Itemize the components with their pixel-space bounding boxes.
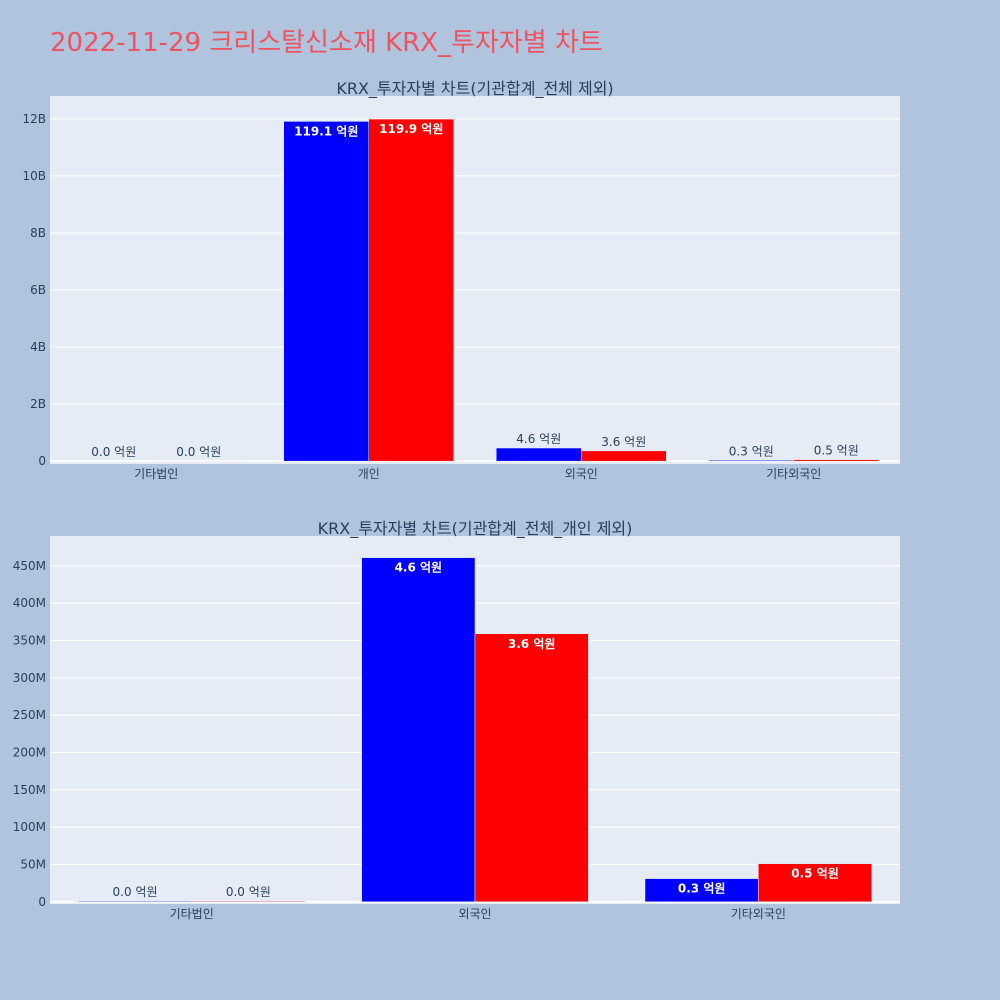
x-tick-label: 기타외국인 <box>766 467 821 481</box>
y-tick-label: 4B <box>30 340 46 354</box>
x-tick-label: 외국인 <box>565 467 598 481</box>
bar <box>793 459 879 462</box>
bar <box>496 447 582 462</box>
chart-2-svg: KRX_투자자별 차트(기관합계_전체_개인 제외) 0 50M 100M 150M 20… <box>13 519 900 921</box>
x-tick-label: 기타법인 <box>134 467 178 481</box>
y-tick-label: 0 <box>38 895 46 909</box>
plot-area <box>50 96 900 464</box>
y-tick-label: 0 <box>38 454 46 468</box>
data-label: 0.3 억원 <box>678 882 726 896</box>
y-tick-label: 6B <box>30 283 46 297</box>
data-label: 0.5 억원 <box>814 444 859 458</box>
y-tick-label: 10B <box>22 169 46 183</box>
bar <box>361 557 476 903</box>
y-tick-label: 450M <box>13 559 46 573</box>
data-label: 3.6 억원 <box>508 637 556 651</box>
data-label: 0.0 억원 <box>226 885 271 899</box>
bar <box>78 900 192 903</box>
data-label: 119.9 억원 <box>379 122 443 136</box>
page-title: 2022-11-29 크리스탈신소재 KRX_투자자별 차트 <box>50 28 603 58</box>
subplot-title: KRX_투자자별 차트(기관합계_전체 제외) <box>336 79 613 99</box>
y-tick-label: 12B <box>22 112 46 126</box>
chart-1-container: KRX_투자자별 차트(기관합계_전체 제외) 0 2B 4B 6B 8B 10B 12B 기타… <box>0 70 1000 490</box>
y-tick-label: 150M <box>13 783 46 797</box>
x-tick-label: 기타외국인 <box>731 907 786 921</box>
data-label: 4.6 억원 <box>516 432 561 446</box>
data-label: 4.6 억원 <box>395 561 443 575</box>
y-tick-label: 300M <box>13 671 46 685</box>
x-tick-label: 개인 <box>358 467 380 481</box>
y-tick-label: 50M <box>20 857 46 871</box>
x-tick-label: 기타법인 <box>170 907 214 921</box>
y-tick-label: 200M <box>13 745 46 759</box>
y-tick-label: 2B <box>30 397 46 411</box>
data-label: 119.1 억원 <box>294 124 358 138</box>
y-tick-label: 8B <box>30 226 46 240</box>
y-tick-label: 250M <box>13 708 46 722</box>
y-tick-label: 350M <box>13 634 46 648</box>
bar <box>708 460 794 462</box>
bar <box>283 121 369 462</box>
data-label: 0.5 억원 <box>791 867 839 881</box>
data-label: 0.0 억원 <box>176 445 221 459</box>
data-label: 0.0 억원 <box>113 885 158 899</box>
bar <box>581 450 667 462</box>
subplot-title: KRX_투자자별 차트(기관합계_전체_개인 제외) <box>318 519 633 539</box>
data-label: 3.6 억원 <box>601 435 646 449</box>
y-tick-label: 100M <box>13 820 46 834</box>
chart-1-svg: KRX_투자자별 차트(기관합계_전체 제외) 0 2B 4B 6B 8B 10B 12B 기타… <box>22 79 900 481</box>
bar <box>474 633 589 903</box>
bar <box>191 900 306 903</box>
y-tick-label: 400M <box>13 596 46 610</box>
x-tick-label: 외국인 <box>458 907 491 921</box>
chart-2-container: KRX_투자자별 차트(기관합계_전체_개인 제외) 0 50M 100M 150M 20… <box>0 510 1000 930</box>
data-label: 0.0 억원 <box>91 445 136 459</box>
data-label: 0.3 억원 <box>729 444 774 458</box>
bar <box>758 863 872 903</box>
bar <box>368 118 454 462</box>
